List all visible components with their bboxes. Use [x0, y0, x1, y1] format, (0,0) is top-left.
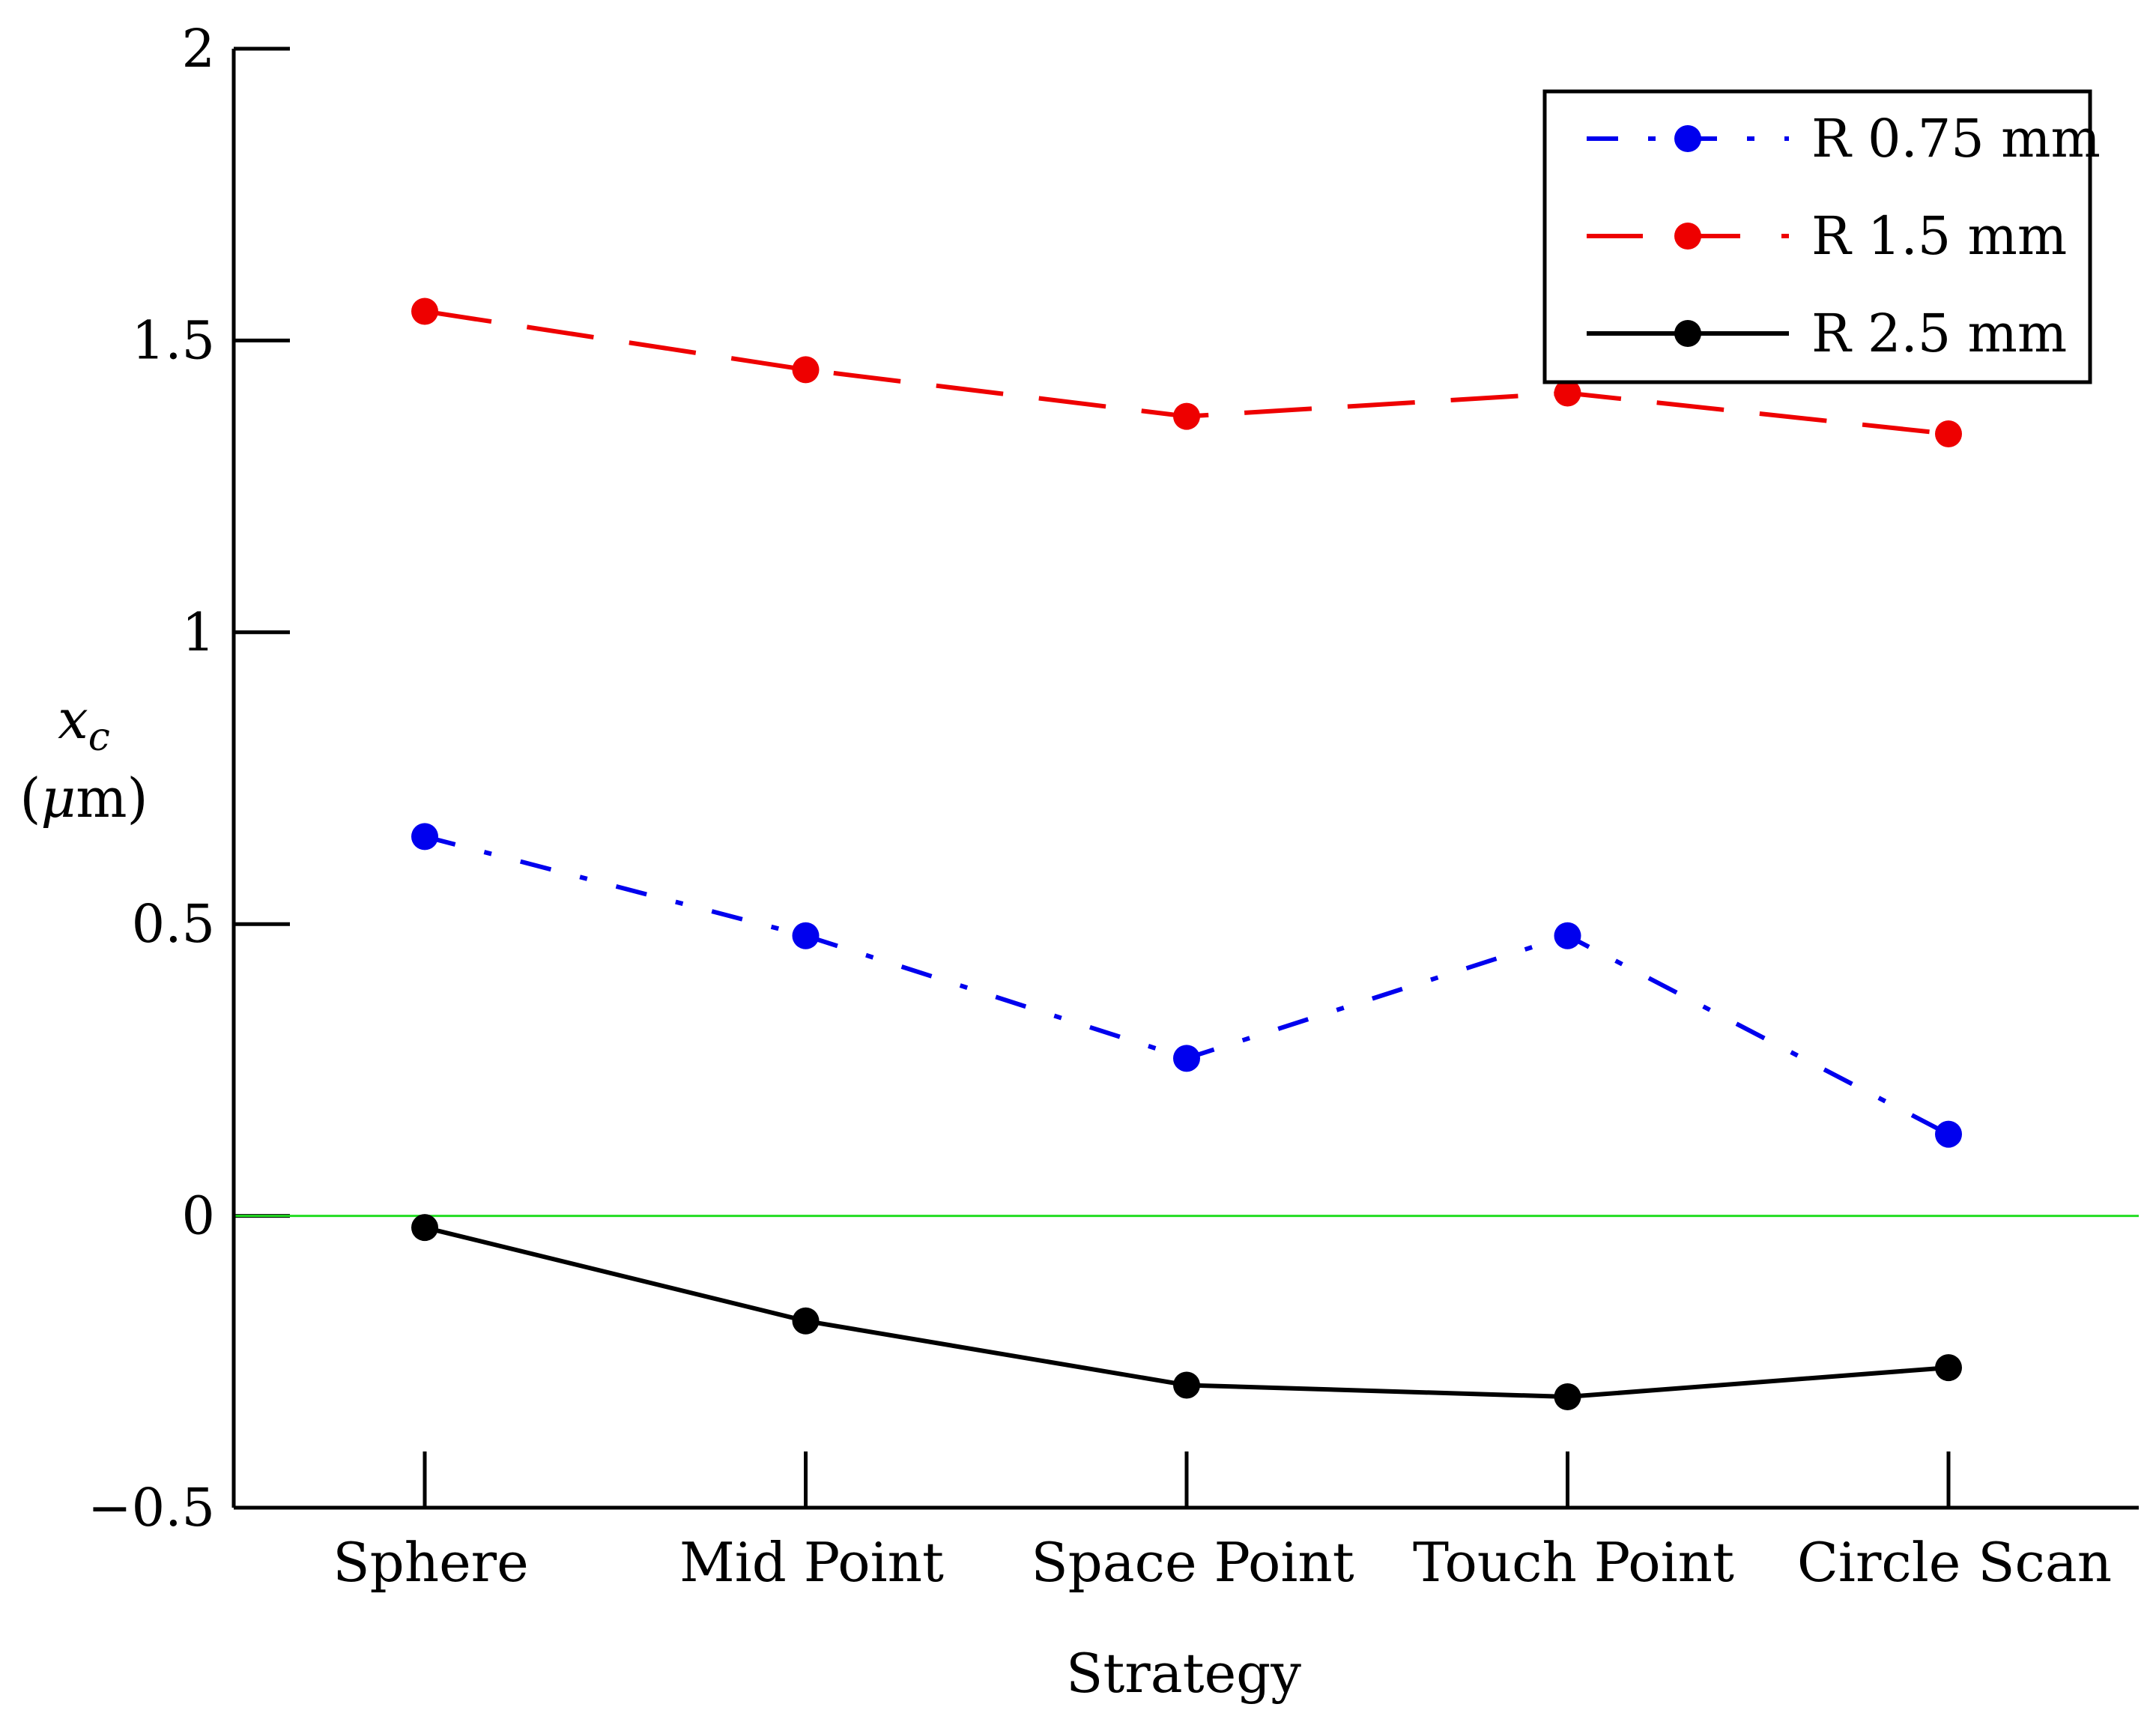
legend-item: R 0.75 mm [1587, 108, 2101, 169]
y-axis-title-symbol: xc [58, 688, 110, 760]
y-tick-label: 2 [181, 18, 215, 79]
series-1 [411, 823, 1962, 1148]
data-point [1935, 1120, 1962, 1148]
legend-label: R 1.5 mm [1811, 205, 2067, 267]
data-point [792, 922, 820, 949]
data-point [411, 1214, 438, 1242]
data-point [1935, 420, 1962, 448]
x-axis-title: Strategy [1066, 1642, 1301, 1705]
y-axis-unit-open: ( [19, 767, 40, 830]
x-tick-label: Circle Scan [1797, 1531, 2112, 1594]
x-tick-label: Mid Point [679, 1531, 944, 1594]
y-tick-label: −0.5 [88, 1477, 215, 1538]
x-tick-label: Sphere [333, 1531, 528, 1594]
data-point [792, 356, 820, 384]
data-point [1173, 1045, 1200, 1072]
series-3 [411, 1214, 1962, 1411]
data-point [411, 823, 438, 851]
y-axis-unit-rest: m) [76, 767, 148, 830]
legend-item: R 1.5 mm [1587, 205, 2067, 267]
data-point [1554, 379, 1581, 407]
data-point [792, 1307, 820, 1335]
y-axis-title-unit: (μm) [19, 767, 148, 830]
y-axis-unit-mu: μ [40, 767, 76, 830]
legend-marker [1674, 223, 1701, 250]
legend-label: R 2.5 mm [1811, 303, 2067, 364]
y-tick-label: 1 [181, 602, 215, 663]
y-tick-label: 0.5 [132, 893, 215, 955]
y-axis-symbol: x [58, 688, 88, 751]
x-tick-label: Touch Point [1413, 1531, 1734, 1594]
series-layer [411, 297, 1962, 1411]
legend: R 0.75 mm R 1.5 mm R 2.5 mm [1542, 89, 2101, 384]
y-axis-ticks: −0.5 0 0.5 1 1.5 2 [88, 18, 290, 1538]
legend-marker [1674, 320, 1701, 347]
legend-item: R 2.5 mm [1587, 303, 2067, 364]
data-point [1935, 1354, 1962, 1382]
x-axis-ticks: Sphere Mid Point Space Point Touch Point Cir… [333, 1451, 2112, 1594]
y-tick-label: 1.5 [132, 309, 215, 371]
y-tick-label: 0 [181, 1185, 215, 1247]
series-2 [411, 297, 1962, 448]
data-point [1173, 1371, 1200, 1399]
data-point [411, 297, 438, 325]
x-tick-label: Space Point [1031, 1531, 1354, 1594]
y-axis-subscript: c [88, 715, 110, 760]
legend-marker [1674, 125, 1701, 152]
legend-label: R 0.75 mm [1811, 108, 2101, 169]
data-point [1554, 922, 1581, 949]
data-point [1554, 1383, 1581, 1411]
data-point [1173, 402, 1200, 430]
